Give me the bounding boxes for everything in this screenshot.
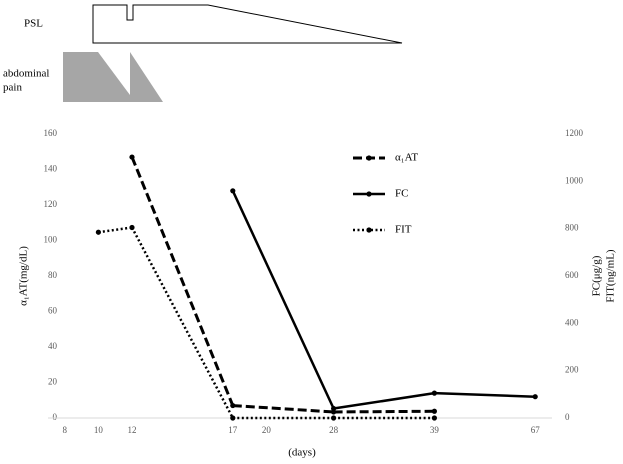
y2-tick-label: 1200 (565, 128, 584, 138)
line-segment (130, 156, 235, 407)
legend-marker (366, 227, 372, 233)
y-tick-label: 80 (48, 270, 58, 280)
point (230, 188, 236, 194)
y2-tick-label: 1000 (565, 175, 584, 185)
legend-label: FIT (395, 224, 412, 236)
line-segment (231, 190, 335, 410)
legend-marker (366, 191, 372, 197)
y-axis-label: α₁AT(mg/dL) (18, 246, 30, 306)
line-segment (130, 226, 234, 419)
y-tick-label: 140 (44, 164, 58, 174)
line-segment (434, 391, 536, 398)
point (431, 415, 437, 421)
legend-label: FC (395, 188, 408, 200)
pain-diagram: abdominal pain (3, 52, 163, 102)
y2-tick-label: 0 (565, 412, 570, 422)
y-tick-label: 100 (44, 235, 58, 245)
pain-shape (63, 52, 130, 102)
pain-label: pain (3, 82, 22, 94)
x-tick-label: 28 (329, 425, 339, 435)
y-tick-label: 0 (53, 412, 58, 422)
point (331, 405, 337, 412)
pain-label: abdominal (3, 68, 49, 80)
x-axis-label: (days) (288, 447, 316, 459)
y2-tick-label: 400 (565, 317, 579, 327)
point (532, 394, 538, 400)
x-tick-label: 20 (262, 425, 272, 435)
y2-tick-label: 800 (565, 223, 579, 233)
x-tick-label: 67 (531, 425, 541, 435)
y-tick-label: 60 (48, 306, 58, 316)
legend-marker (366, 155, 372, 161)
psl-shape (92, 4, 403, 44)
x-tick-label: 17 (228, 425, 238, 435)
point (129, 154, 135, 160)
line-segment (232, 404, 334, 414)
y-tick-label: 40 (48, 341, 58, 351)
y-tick-label: 20 (48, 377, 58, 387)
point (129, 224, 135, 231)
x-tick-label: 10 (94, 425, 104, 435)
pain-shape (130, 52, 163, 102)
y2-axis-label: FIT(ng/mL) (605, 249, 617, 302)
y2-tick-label: 600 (565, 270, 579, 280)
x-tick-label: 39 (430, 425, 440, 435)
y-tick-label: 120 (44, 199, 58, 209)
y-tick-label: 160 (44, 128, 58, 138)
y2-axis-label: FC(μg/g) (591, 255, 603, 296)
point (431, 408, 437, 414)
y2-tick-label: 200 (565, 365, 579, 375)
point (230, 402, 236, 409)
point (230, 415, 236, 421)
line-segment (333, 391, 435, 410)
psl-diagram: PSL (24, 4, 403, 44)
psl-label: PSL (24, 18, 43, 30)
point (331, 415, 337, 421)
x-tick-label: 8 (63, 425, 68, 435)
line-segment (333, 409, 435, 414)
x-tick-label: 12 (128, 425, 137, 435)
line-segment (98, 226, 133, 234)
point (95, 229, 101, 235)
legend-label: α₁AT (395, 152, 418, 164)
point (431, 390, 437, 396)
